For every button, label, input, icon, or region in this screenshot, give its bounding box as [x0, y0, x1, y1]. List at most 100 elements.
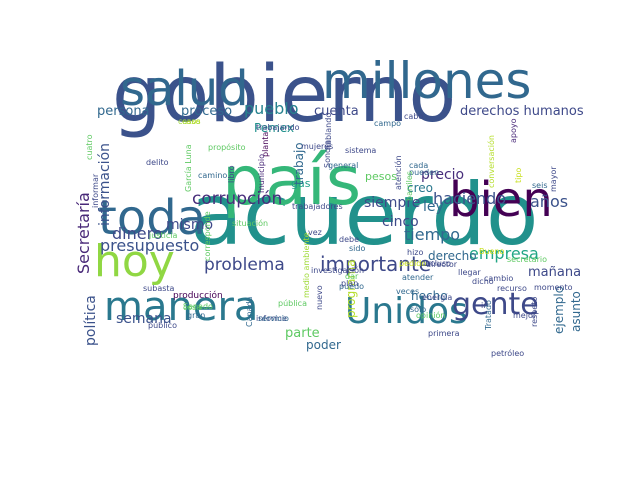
cloud-word: petróleo: [491, 349, 525, 358]
cloud-word: secretario: [507, 255, 547, 264]
cloud-word: justicia: [149, 231, 178, 240]
cloud-word: momento: [534, 283, 573, 292]
cloud-word: salud: [120, 61, 249, 117]
cloud-word: atención: [394, 155, 403, 190]
cloud-word: Secretaría: [74, 192, 93, 274]
cloud-word: municipio: [257, 154, 266, 193]
cloud-word: plan: [341, 279, 359, 288]
cloud-word: gran: [187, 311, 206, 320]
cloud-word: sólo: [410, 305, 427, 314]
cloud-word: proceso: [181, 104, 233, 119]
cloud-word: tiempo: [404, 225, 461, 244]
cloud-word: libro: [227, 165, 236, 183]
cloud-word: cambio: [484, 274, 514, 283]
cloud-word: mañana: [528, 265, 582, 280]
cloud-word: derechos humanos: [460, 104, 584, 119]
cloud-word: servicio: [258, 314, 289, 323]
cloud-word: hizo: [407, 248, 424, 257]
cloud-word: mujeres: [301, 142, 334, 151]
cloud-word: informe: [256, 314, 287, 323]
cloud-word: haciendo: [433, 189, 507, 208]
cloud-word: Pemex: [254, 121, 295, 135]
cloud-word: mismo: [166, 217, 214, 233]
cloud-word: director: [426, 260, 458, 269]
cloud-word: corresponde: [203, 211, 212, 261]
cloud-word: pueden: [409, 168, 440, 177]
cloud-word: recurso: [497, 284, 527, 293]
cloud-word: cinco: [382, 214, 419, 230]
cloud-word: presupuesto: [100, 236, 200, 255]
cloud-word: camino: [198, 171, 228, 180]
cloud-word: años: [530, 192, 569, 211]
cloud-word: medio ambiente: [302, 232, 311, 299]
cloud-word: parte: [285, 326, 320, 341]
cloud-word: seis: [532, 181, 548, 190]
cloud-word: debe: [339, 235, 359, 244]
cloud-word: mejor: [513, 311, 537, 320]
cloud-word: trabajadores: [292, 202, 343, 211]
cloud-word: puedo: [339, 282, 365, 291]
cloud-word: incluso: [423, 259, 452, 268]
cloud-word: trabajando: [256, 123, 300, 132]
cloud-word: sistema: [345, 146, 377, 155]
cloud-word: precio: [421, 167, 465, 183]
cloud-word: producción: [173, 291, 223, 301]
cloud-word: hecho: [411, 289, 448, 303]
cloud-word: información: [97, 142, 113, 226]
cloud-word: subasta: [143, 284, 175, 293]
cloud-word: propósito: [208, 143, 246, 152]
cloud-word: bien: [449, 172, 553, 228]
cloud-word: ley: [423, 199, 444, 215]
cloud-word: pesos: [365, 170, 397, 183]
cloud-word: cuatro: [85, 134, 94, 160]
cloud-word: nuevo: [315, 285, 324, 310]
cloud-word: informar: [91, 173, 100, 208]
cloud-word: mayor: [549, 166, 558, 192]
cloud-word: toda: [98, 190, 207, 246]
cloud-word: creo: [407, 181, 433, 195]
cloud-word: cabo: [404, 112, 424, 121]
cloud-word: gente: [452, 287, 539, 322]
cloud-word: millones: [322, 52, 532, 110]
cloud-word: situación: [232, 219, 269, 228]
cloud-word: investigación: [311, 266, 365, 275]
cloud-word: ejemplo: [552, 285, 566, 334]
cloud-word: país: [222, 142, 362, 221]
cloud-word: hoy: [94, 236, 175, 287]
cloud-word: dinero: [112, 224, 163, 243]
cloud-word: Senado: [183, 302, 213, 311]
cloud-word: cuenta: [314, 104, 359, 119]
cloud-word: primera: [428, 329, 460, 338]
cloud-word: persona: [97, 104, 150, 119]
cloud-word: acuerdo: [190, 165, 539, 265]
cloud-word: cosa: [183, 303, 202, 312]
cloud-word: problema: [204, 255, 285, 275]
cloud-word: sido: [349, 244, 366, 253]
cloud-word: general: [328, 161, 359, 170]
cloud-word: empresa: [469, 244, 539, 263]
cloud-word: manera: [104, 284, 259, 330]
cloud-word: veces: [396, 287, 420, 296]
cloud-word: vez: [308, 228, 322, 237]
cloud-word: importante: [320, 252, 432, 276]
cloud-word: casos: [178, 117, 201, 126]
cloud-word: Unidos: [345, 291, 468, 332]
cloud-word: siempre: [364, 195, 421, 211]
cloud-word: caso: [182, 117, 201, 126]
cloud-word: opinión: [416, 311, 446, 320]
cloud-word: semana: [116, 311, 172, 327]
cloud-word: público: [148, 321, 177, 330]
cloud-word: gobierno: [112, 50, 457, 140]
cloud-word: poder: [306, 338, 341, 352]
cloud-word: conversación: [487, 135, 496, 188]
cloud-word: campo: [374, 119, 402, 128]
cloud-word: energía: [422, 293, 453, 302]
cloud-word: barriles: [405, 171, 414, 201]
cloud-word: dicho: [472, 277, 494, 286]
cloud-word: pedido: [399, 259, 427, 268]
cloud-word: Sonora: [323, 139, 332, 168]
cloud-word: tipo: [514, 167, 523, 183]
cloud-word: llegar: [458, 268, 481, 277]
cloud-word: gas: [291, 177, 311, 190]
